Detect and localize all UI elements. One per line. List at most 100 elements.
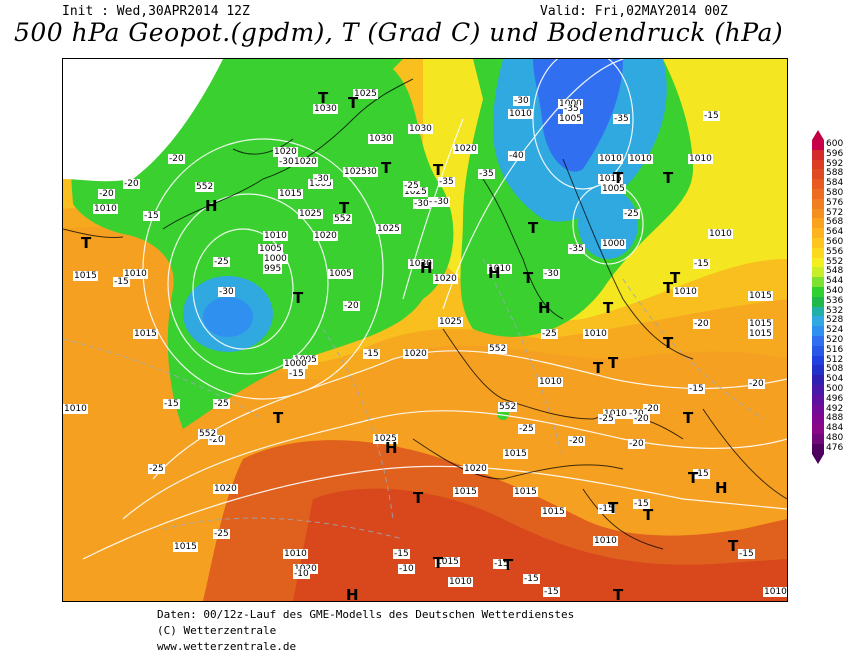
legend-swatch <box>812 267 824 278</box>
pressure-system-marker: T <box>688 469 699 487</box>
isobar-label: 1010 <box>688 154 713 164</box>
legend-swatch <box>812 286 824 297</box>
temperature-label: -30 <box>278 157 295 167</box>
isobar-label: 1010 <box>763 587 787 597</box>
pressure-system-marker: T <box>603 299 614 317</box>
legend-swatch <box>812 365 824 376</box>
temperature-label: -20 <box>168 154 185 164</box>
isobar-label: 1025 <box>376 224 401 234</box>
isobar-label: 1015 <box>748 319 773 329</box>
legend-tick-label: 576 <box>826 197 844 208</box>
footer-url: www.wetterzentrale.de <box>157 640 297 653</box>
pressure-system-marker: T <box>523 269 534 287</box>
legend-tick-label: 540 <box>826 286 844 296</box>
pressure-system-marker: T <box>663 169 674 187</box>
pressure-system-marker: T <box>348 94 359 112</box>
temperature-label: -15 <box>688 384 705 394</box>
temperature-label: -15 <box>703 111 720 121</box>
legend-tick-label: 520 <box>826 335 844 345</box>
pressure-system-marker: H <box>205 197 218 215</box>
isobar-label: 1010 <box>593 536 618 546</box>
temperature-label: -15 <box>523 574 540 584</box>
pressure-system-marker: T <box>683 409 694 427</box>
legend-tick-label: 544 <box>826 276 844 287</box>
temperature-label: -35 <box>478 169 495 179</box>
isobar-label: 1020 <box>273 147 298 157</box>
isobar-label: 1000 <box>283 359 308 369</box>
pressure-system-marker: T <box>613 586 624 602</box>
temperature-label: -20 <box>123 179 140 189</box>
geopotential-label: 552 <box>198 429 218 439</box>
temperature-label: -30 <box>313 174 330 184</box>
isobar-label: 1015 <box>173 542 198 552</box>
isobar-label: 1020 <box>313 231 338 241</box>
temperature-label: -15 <box>598 504 615 514</box>
pressure-system-marker: T <box>728 537 739 555</box>
isobar-label: 1010 <box>263 231 288 241</box>
isobar-label: 1015 <box>73 271 98 281</box>
isobar-label: 1010 <box>93 204 118 214</box>
legend-swatch <box>812 424 824 434</box>
isobar-label: 995 <box>263 264 283 274</box>
isobar-label: 1015 <box>748 329 773 339</box>
temperature-label: -35 <box>568 244 585 254</box>
legend-swatch <box>812 326 824 336</box>
map-fields <box>63 59 787 601</box>
temperature-label: -25 <box>213 529 230 539</box>
temperature-label: -30 <box>218 287 235 297</box>
legend-tick-label: 580 <box>826 188 844 198</box>
isobar-label: 1025 <box>403 187 428 197</box>
pressure-system-marker: T <box>339 199 350 217</box>
isobar-label: 1010 <box>538 377 563 387</box>
pressure-system-marker: H <box>715 479 728 497</box>
valid-time: Valid: Fri,02MAY2014 00Z <box>540 4 728 19</box>
pressure-system-marker: T <box>293 289 304 307</box>
legend-swatch <box>812 218 824 229</box>
isobar-label: 1005 <box>308 179 333 189</box>
legend-tick-label: 476 <box>826 442 844 453</box>
temperature-label: -30 <box>543 269 560 279</box>
temperature-label: -10 <box>293 569 310 579</box>
isobar-label: 1010 <box>508 109 533 119</box>
legend-swatch <box>812 228 824 238</box>
isobar-label: 1015 <box>541 507 566 517</box>
legend-swatch <box>812 179 824 189</box>
legend-tick-label: 552 <box>826 256 844 267</box>
pressure-system-marker: H <box>538 299 551 317</box>
temperature-label: -20 <box>643 404 660 414</box>
legend-swatch <box>812 384 824 395</box>
legend-tick-label: 596 <box>826 148 844 159</box>
temperature-label: -25 <box>213 257 230 267</box>
legend-tick-label: 568 <box>826 217 844 228</box>
legend-tick-label: 512 <box>826 354 844 365</box>
temperature-label: -20 <box>208 435 225 445</box>
temperature-label: -20 <box>693 319 710 329</box>
legend-bar <box>812 140 824 454</box>
temperature-label: -30 <box>513 96 530 106</box>
legend-tick-label: 488 <box>826 413 844 424</box>
isobar-label: 1015 <box>748 291 773 301</box>
legend-swatch <box>812 208 824 219</box>
temperature-label: -35 <box>613 114 630 124</box>
pressure-system-marker: T <box>318 89 329 107</box>
pressure-system-marker: T <box>413 489 424 507</box>
legend-tick-label: 484 <box>826 423 844 434</box>
isobar-label: 1015 <box>453 487 478 497</box>
pressure-system-marker: T <box>608 499 619 517</box>
legend-swatch <box>812 316 824 327</box>
legend-swatch <box>812 375 824 385</box>
legend-swatch <box>812 306 824 317</box>
isobar-label: 1030 <box>408 124 433 134</box>
temperature-label: -35 <box>438 177 455 187</box>
geopotential-label: 552 <box>333 214 353 224</box>
temperature-label: -25 <box>623 209 640 219</box>
legend-top-arrow <box>812 130 824 140</box>
temperature-label: -20 <box>748 379 765 389</box>
pressure-system-marker: T <box>433 554 444 572</box>
temperature-label: -25 <box>541 329 558 339</box>
isobar-label: 1015 <box>503 449 528 459</box>
temperature-label: -25 <box>148 464 165 474</box>
pressure-system-marker: T <box>663 279 674 297</box>
isobar-label: 1010 <box>708 229 733 239</box>
legend-swatch <box>812 404 824 415</box>
